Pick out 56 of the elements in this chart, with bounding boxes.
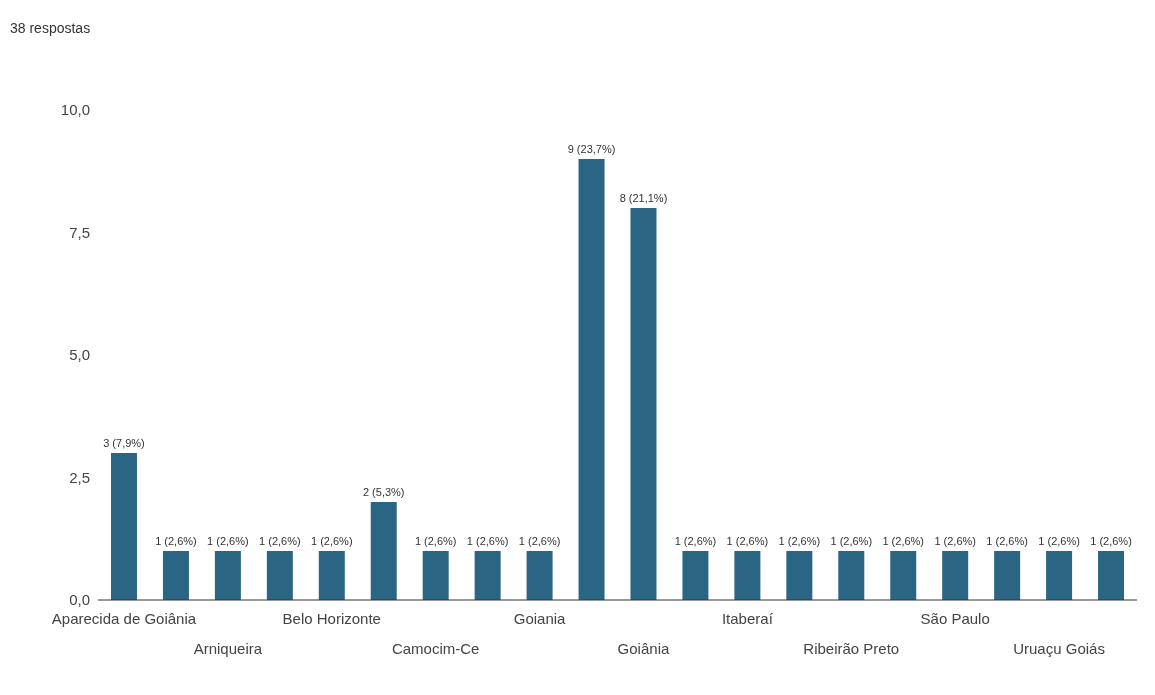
- bar: [890, 551, 917, 600]
- data-label: 1 (2,6%): [934, 535, 976, 547]
- y-tick-label: 7,5: [69, 223, 90, 241]
- x-tick-label: Goiania: [513, 610, 567, 627]
- bar: [994, 551, 1021, 600]
- bar: [266, 551, 293, 600]
- data-label: 1 (2,6%): [466, 535, 509, 547]
- bar: [1098, 551, 1125, 600]
- bar: [214, 551, 241, 600]
- x-tick-label: Uruaçu Goiás: [1013, 640, 1105, 657]
- x-tick-label: Ribeirão Preto: [803, 640, 900, 657]
- x-tick-label: São Paulo: [920, 610, 990, 627]
- data-label: 9 (23,7%): [567, 143, 616, 155]
- y-tick-label: 5,0: [69, 346, 90, 364]
- bar: [318, 551, 345, 600]
- data-label: 1 (2,6%): [518, 535, 561, 547]
- bar: [942, 551, 969, 600]
- bar: [578, 159, 605, 600]
- data-label: 1 (2,6%): [311, 535, 353, 547]
- data-label: 1 (2,6%): [986, 535, 1028, 547]
- data-label: 1 (2,6%): [207, 535, 249, 547]
- bar: [630, 208, 657, 600]
- bar: [474, 551, 501, 600]
- data-label: 1 (2,6%): [830, 535, 873, 547]
- data-label: 1 (2,6%): [155, 535, 197, 547]
- x-tick-label: Belo Horizonte: [282, 610, 381, 627]
- bar: [162, 551, 189, 600]
- data-label: 2 (5,3%): [362, 486, 405, 498]
- data-label: 1 (2,6%): [882, 535, 925, 547]
- bar: [838, 551, 865, 600]
- data-label: 1 (2,6%): [726, 535, 769, 547]
- data-label: 1 (2,6%): [674, 535, 717, 547]
- data-label: 8 (21,1%): [619, 192, 668, 204]
- bar: [370, 502, 397, 600]
- data-label: 1 (2,6%): [414, 535, 457, 547]
- y-tick-label: 2,5: [69, 468, 90, 486]
- x-tick-label: Itaberaí: [721, 610, 774, 627]
- data-label: 1 (2,6%): [1090, 535, 1132, 547]
- data-label: 1 (2,6%): [778, 535, 821, 547]
- x-tick-label: Goiânia: [617, 640, 670, 657]
- data-label: 3 (7,9%): [103, 437, 145, 449]
- x-tick-label: Aparecida de Goiânia: [51, 610, 197, 627]
- y-tick-label: 0,0: [69, 591, 90, 609]
- bar: [682, 551, 709, 600]
- bar: [422, 551, 449, 600]
- x-tick-label: Arniqueira: [193, 640, 263, 657]
- y-tick-label: 10,0: [60, 101, 90, 119]
- bar: [110, 453, 137, 600]
- bar: [526, 551, 553, 600]
- data-label: 1 (2,6%): [259, 535, 301, 547]
- bar: [786, 551, 813, 600]
- bar: [1046, 551, 1073, 600]
- data-label: 1 (2,6%): [1038, 535, 1080, 547]
- bar: [734, 551, 761, 600]
- x-tick-label: Camocim-Ce: [391, 640, 480, 657]
- chart-title: 38 respostas: [9, 19, 92, 38]
